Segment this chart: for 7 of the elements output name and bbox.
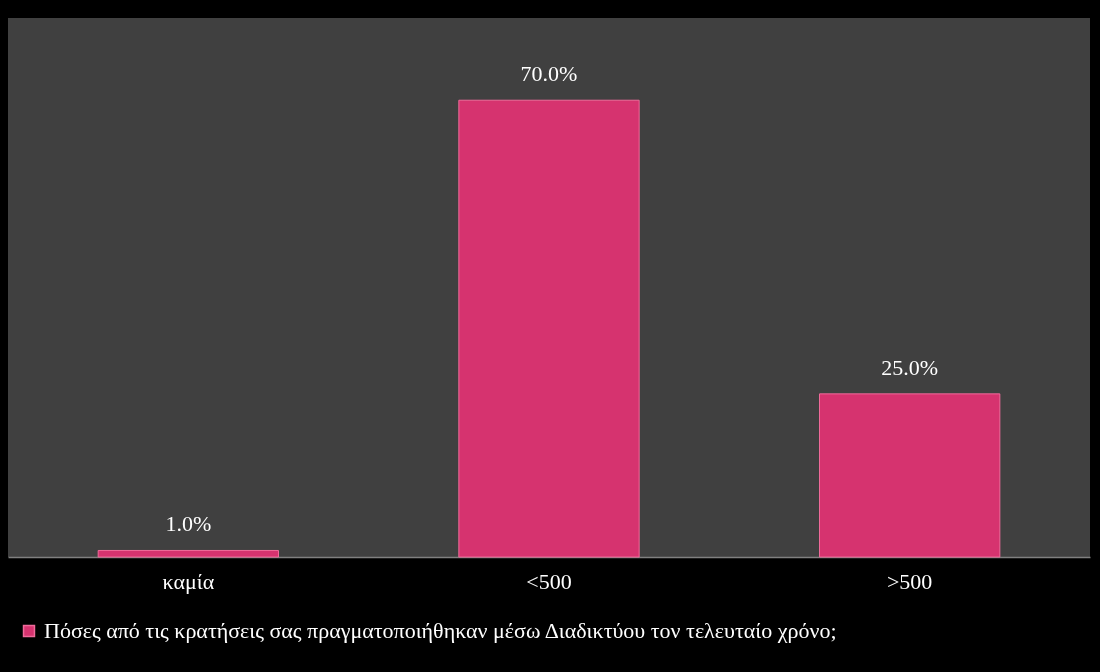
data-label: 70.0% <box>520 61 578 87</box>
x-tick-label: καμία <box>162 568 215 594</box>
x-tick-label: <500 <box>526 568 572 594</box>
data-label: 25.0% <box>881 354 939 380</box>
legend-label: Πόσες από τις κρατήσεις σας πραγματοποιήθηκαν μέσω Διαδικτύου τον τελευταίο χρόνο; <box>44 618 837 643</box>
data-label: 1.0% <box>165 511 212 537</box>
x-tick-label: >500 <box>886 568 933 594</box>
